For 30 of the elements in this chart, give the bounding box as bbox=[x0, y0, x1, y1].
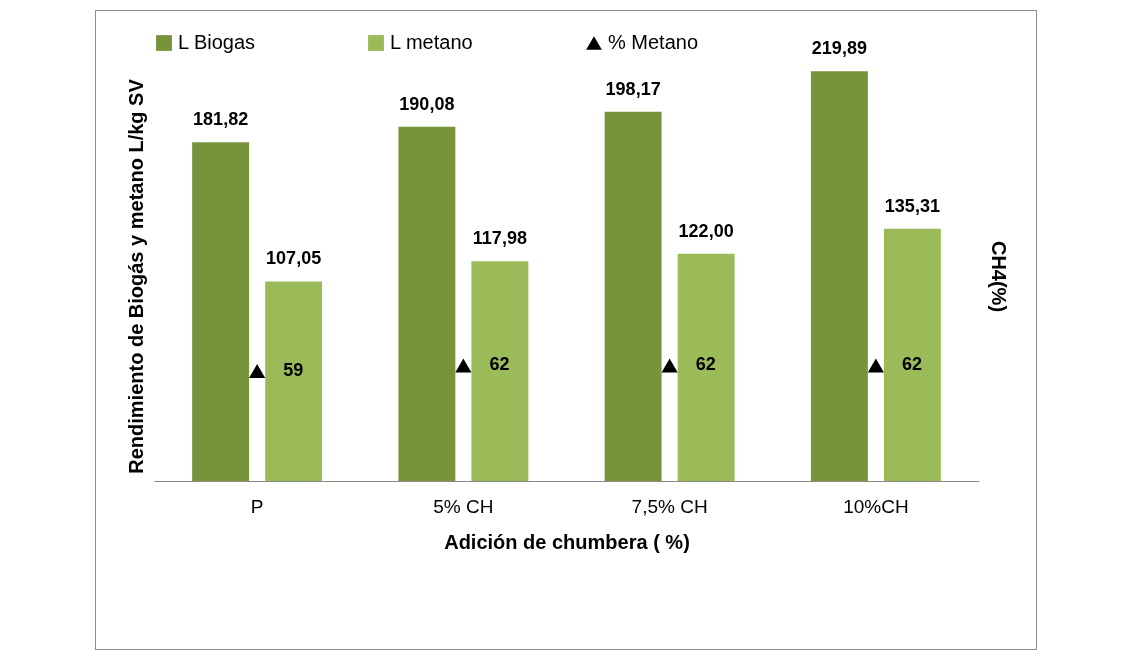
bar bbox=[192, 142, 250, 481]
bar bbox=[883, 228, 941, 481]
data-label: 62 bbox=[695, 354, 716, 375]
x-tick-label: P bbox=[250, 495, 264, 517]
x-tick-label: 10%CH bbox=[843, 495, 909, 517]
data-label: 107,05 bbox=[266, 248, 322, 269]
data-label: 181,82 bbox=[193, 109, 249, 130]
data-label: 117,98 bbox=[472, 228, 527, 249]
bar bbox=[810, 71, 868, 481]
bar bbox=[398, 126, 456, 481]
data-label: 62 bbox=[489, 354, 510, 375]
bar bbox=[265, 281, 323, 481]
legend-label: L Biogas bbox=[178, 31, 256, 53]
bar bbox=[471, 261, 529, 481]
y2-axis-title: CH4(%) bbox=[987, 240, 1010, 313]
legend-label: % Metano bbox=[608, 31, 699, 53]
x-tick-label: 7,5% CH bbox=[631, 495, 708, 517]
legend-label: L metano bbox=[390, 31, 473, 53]
x-tick-label: 5% CH bbox=[433, 495, 494, 517]
data-label: 190,08 bbox=[399, 93, 455, 114]
data-label: 122,00 bbox=[678, 220, 734, 241]
data-label: 198,17 bbox=[605, 78, 661, 99]
data-label: 62 bbox=[901, 354, 922, 375]
data-label: 135,31 bbox=[884, 195, 940, 216]
bar bbox=[677, 253, 735, 481]
data-label: 59 bbox=[283, 360, 304, 381]
x-axis-title: Adición de chumbera ( %) bbox=[444, 530, 690, 553]
bar bbox=[604, 111, 662, 481]
data-label: 219,89 bbox=[811, 38, 867, 59]
y-axis-title: Rendimiento de Biogás y metano L/kg SV bbox=[124, 78, 147, 474]
